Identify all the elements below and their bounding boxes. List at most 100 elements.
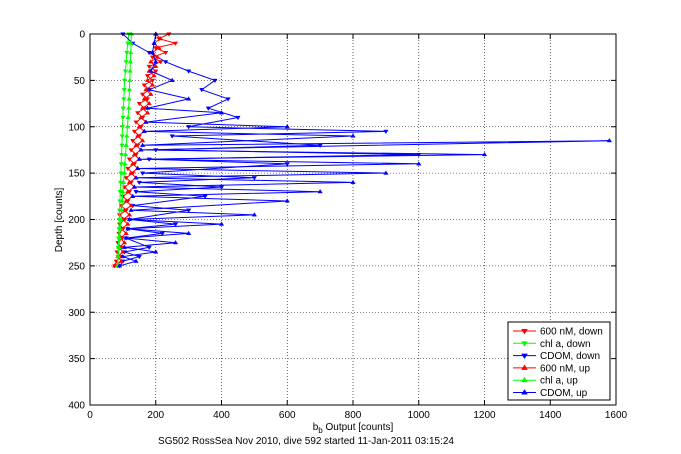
- series-5: [116, 31, 613, 268]
- legend-entry: CDOM, up: [513, 388, 588, 399]
- data-point: [144, 110, 151, 115]
- data-point: [130, 193, 136, 198]
- data-point: [205, 106, 212, 111]
- y-tick-label: 0: [79, 30, 85, 41]
- data-point: [124, 133, 130, 138]
- data-point: [383, 170, 389, 175]
- data-point: [148, 68, 154, 73]
- data-point: [133, 142, 139, 147]
- data-point: [284, 124, 290, 129]
- data-point: [125, 226, 131, 231]
- data-point: [172, 240, 179, 245]
- x-tick-label: 400: [213, 410, 230, 421]
- data-point: [123, 235, 129, 240]
- data-point: [225, 97, 231, 102]
- data-point: [125, 114, 131, 120]
- y-tick-label: 300: [68, 308, 85, 319]
- data-point: [120, 253, 126, 259]
- data-point: [383, 129, 389, 135]
- data-point: [154, 54, 161, 59]
- data-point: [124, 124, 131, 129]
- data-point: [120, 115, 126, 121]
- data-point: [121, 244, 128, 249]
- data-point: [251, 212, 258, 217]
- data-point: [130, 139, 136, 144]
- data-point: [122, 161, 128, 166]
- data-point: [121, 170, 127, 175]
- data-point: [131, 129, 138, 135]
- x-tick-label: 0: [87, 410, 93, 421]
- data-point: [185, 69, 192, 74]
- data-point: [123, 142, 129, 147]
- data-point: [135, 133, 141, 138]
- data-point: [185, 230, 192, 235]
- data-point: [481, 151, 488, 157]
- data-point: [121, 78, 128, 84]
- data-point: [153, 59, 159, 64]
- y-axis-label: Depth [counts]: [54, 188, 65, 253]
- data-point: [133, 120, 139, 125]
- data-point: [139, 92, 146, 97]
- legend-swatch-marker: [521, 389, 528, 395]
- data-point: [156, 45, 162, 50]
- x-tick-label: 1000: [408, 410, 431, 421]
- data-point: [116, 244, 122, 249]
- data-point: [122, 69, 129, 74]
- data-point: [144, 105, 151, 110]
- data-point: [123, 60, 129, 65]
- data-point: [126, 179, 133, 184]
- y-tick-label: 400: [68, 401, 85, 412]
- data-point: [141, 96, 147, 101]
- data-point: [212, 78, 218, 84]
- data-point: [199, 88, 205, 93]
- data-point: [121, 88, 127, 93]
- legend-swatch-marker: [521, 364, 528, 370]
- data-point: [120, 249, 126, 254]
- data-point: [122, 151, 129, 157]
- legend-entry: 600 nM, down: [513, 327, 603, 338]
- legend-label: 600 nM, down: [540, 327, 603, 338]
- ticks: [89, 33, 617, 406]
- data-point: [128, 202, 134, 208]
- legend-label: chl a, up: [540, 376, 578, 387]
- data-point: [284, 198, 290, 203]
- data-point: [218, 221, 225, 226]
- data-point: [185, 208, 192, 213]
- data-point: [125, 166, 131, 172]
- legend-swatch-marker: [521, 329, 528, 335]
- data-point: [139, 105, 146, 110]
- data-point: [120, 189, 126, 194]
- data-point: [136, 101, 142, 107]
- data-point: [143, 86, 149, 92]
- data-point: [151, 73, 157, 78]
- data-point: [118, 153, 125, 158]
- y-tick-label: 250: [68, 261, 85, 272]
- data-point: [125, 41, 131, 46]
- figure-caption: SG502 RossSea Nov 2010, dive 592 started…: [158, 436, 454, 447]
- data-point: [350, 133, 356, 138]
- data-point: [135, 111, 141, 116]
- data-point: [144, 97, 151, 102]
- data-point: [146, 100, 152, 106]
- legend-entry: chl a, up: [513, 376, 578, 387]
- data-point: [146, 50, 152, 56]
- data-point: [123, 198, 129, 203]
- data-point: [118, 258, 124, 263]
- legend-swatch-marker: [521, 341, 528, 347]
- data-point: [133, 258, 139, 263]
- data-point: [116, 235, 123, 240]
- data-point: [144, 77, 151, 82]
- data-point: [606, 137, 613, 143]
- data-point: [172, 41, 179, 46]
- data-point: [120, 179, 127, 184]
- data-point: [218, 185, 225, 190]
- data-point: [123, 230, 129, 235]
- data-point: [131, 184, 138, 189]
- data-point: [128, 170, 134, 175]
- data-point: [135, 165, 141, 171]
- data-point: [185, 125, 192, 130]
- data-point: [149, 78, 156, 84]
- data-point: [131, 151, 138, 157]
